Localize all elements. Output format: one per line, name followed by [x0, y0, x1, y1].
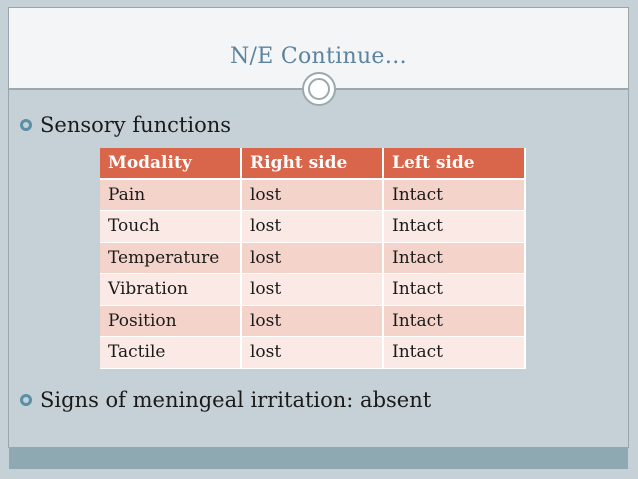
table-cell: Position: [100, 305, 242, 337]
divider-ring-icon: [302, 72, 336, 106]
table-cell: lost: [242, 274, 384, 306]
table-header-row: Modality Right side Left side: [100, 148, 526, 180]
slide-title: N/E Continue…: [229, 44, 408, 69]
table-cell: Intact: [384, 274, 526, 306]
table-cell: lost: [242, 305, 384, 337]
bullet-icon: [20, 394, 32, 406]
table-cell: lost: [242, 179, 384, 211]
table-cell: Pain: [100, 179, 242, 211]
table-cell: lost: [242, 242, 384, 274]
table-row: Vibration lost Intact: [100, 274, 526, 306]
bullet-text: Signs of meningeal irritation: absent: [40, 388, 432, 412]
sensory-table: Modality Right side Left side Pain lost …: [100, 148, 526, 369]
table-cell: Vibration: [100, 274, 242, 306]
table-row: Tactile lost Intact: [100, 337, 526, 369]
bullet-item: Signs of meningeal irritation: absent: [20, 388, 431, 412]
bullet-text: Sensory functions: [40, 113, 232, 137]
table-cell: lost: [242, 337, 384, 369]
table-cell: Intact: [384, 242, 526, 274]
table-cell: Touch: [100, 211, 242, 243]
slide-frame: [8, 7, 629, 448]
table-row: Position lost Intact: [100, 305, 526, 337]
bullet-icon: [20, 119, 32, 131]
table-cell: Temperature: [100, 242, 242, 274]
table-row: Temperature lost Intact: [100, 242, 526, 274]
table-cell: Intact: [384, 305, 526, 337]
divider-ring-inner-icon: [308, 78, 330, 100]
table-cell: Intact: [384, 337, 526, 369]
column-header: Left side: [384, 148, 526, 180]
table-cell: Tactile: [100, 337, 242, 369]
footer-band: [9, 448, 628, 469]
column-header: Right side: [242, 148, 384, 180]
table-row: Touch lost Intact: [100, 211, 526, 243]
column-header: Modality: [100, 148, 242, 180]
table-cell: lost: [242, 211, 384, 243]
table-row: Pain lost Intact: [100, 179, 526, 211]
table-cell: Intact: [384, 211, 526, 243]
bullet-item: Sensory functions: [20, 113, 231, 137]
table-cell: Intact: [384, 179, 526, 211]
